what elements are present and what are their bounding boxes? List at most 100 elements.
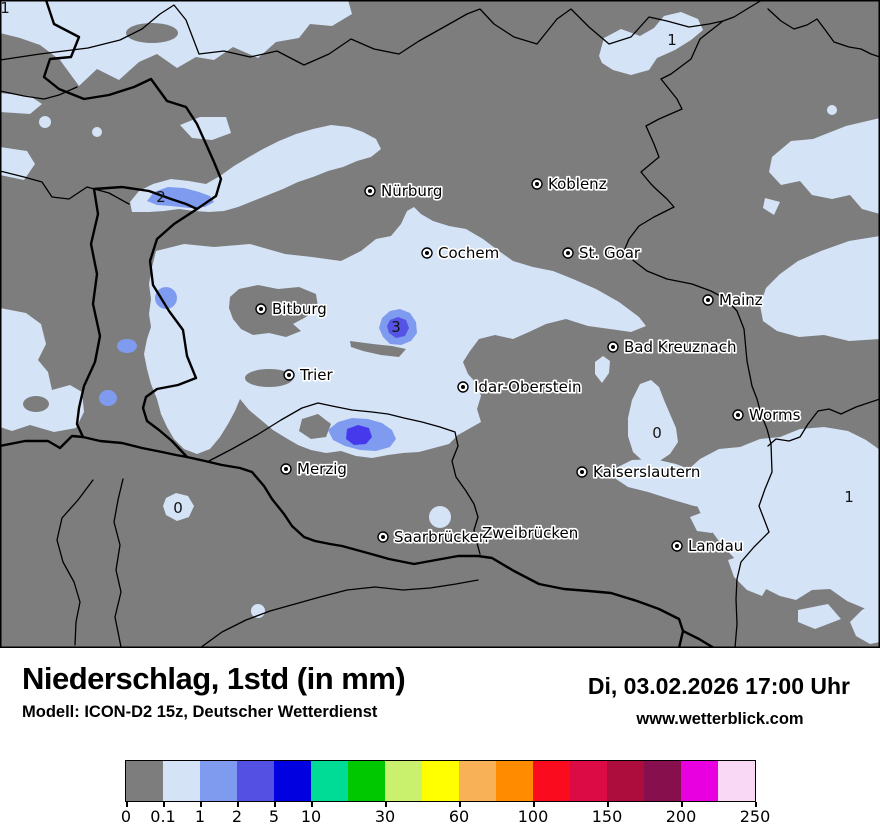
legend-tick-mark [681, 802, 683, 807]
legend-tick-label: 250 [739, 807, 771, 826]
city-marker: Landau [671, 536, 745, 557]
city-dot-inner [611, 345, 615, 349]
city-dot-inner [284, 467, 288, 471]
city-dot-inner [259, 307, 263, 311]
precip-strong-layer [346, 317, 409, 445]
model-subtitle: Modell: ICON-D2 15z, Deutscher Wetterdie… [22, 703, 378, 721]
legend-segment [126, 761, 163, 801]
legend-segment [274, 761, 311, 801]
legend-segment [681, 761, 718, 801]
legend-tick-label: 150 [591, 807, 623, 826]
city-dot-inner [461, 385, 465, 389]
city-dot-inner [425, 251, 429, 255]
city-dot-inner [535, 182, 539, 186]
legend-tick-label: 0.1 [150, 807, 176, 826]
legend-tick-label: 200 [665, 807, 697, 826]
city-marker: St. Goar [562, 243, 643, 264]
page-title: Niederschlag, 1std (in mm) [22, 661, 406, 696]
forecast-datetime: Di, 03.02.2026 17:00 Uhr [587, 673, 850, 699]
city-marker: Zweibrücken [480, 523, 579, 544]
city-label: Nürburg [381, 182, 442, 200]
legend-tick-label: 5 [268, 807, 280, 826]
legend-tick-mark [274, 802, 276, 807]
city-label: Landau [688, 537, 743, 555]
precip-value-labels: 1 1 2 3 0 0 1 [0, 0, 854, 517]
legend-tick-label: 100 [517, 807, 549, 826]
legend-tick-mark [385, 802, 387, 807]
city-label: Zweibrücken [482, 524, 578, 542]
precip-value-label: 3 [391, 318, 401, 336]
legend-segment [200, 761, 237, 801]
city-marker: Worms [732, 405, 802, 426]
city-markers: Nürburg Koblenz Cochem St. Goar Mainz Bitburg… [255, 174, 802, 557]
city-marker: Saarbrücken [377, 527, 490, 548]
legend-tick-label: 10 [300, 807, 322, 826]
legend-segment [644, 761, 681, 801]
map-dry-islands [23, 23, 406, 439]
legend-tick-mark [311, 802, 313, 807]
city-label: Mainz [719, 291, 763, 309]
precip-value-label: 1 [0, 0, 10, 17]
city-marker: Bitburg [255, 299, 328, 320]
city-marker: Koblenz [531, 174, 608, 195]
city-dot-inner [675, 544, 679, 548]
legend-segment [385, 761, 422, 801]
legend-tick-label: 1 [194, 807, 206, 826]
city-dot-inner [368, 189, 372, 193]
city-label: Idar-Oberstein [474, 378, 582, 396]
legend-tick-mark [200, 802, 202, 807]
city-marker: Idar-Oberstein [457, 377, 583, 398]
precip-value-label: 1 [667, 31, 677, 49]
city-label: Merzig [297, 460, 347, 478]
city-marker: Nürburg [364, 181, 444, 202]
legend-tick-mark [126, 802, 128, 807]
city-label: Worms [749, 406, 801, 424]
legend-tick-mark [755, 802, 757, 807]
legend-colorbar [125, 760, 756, 802]
precip-value-label: 2 [156, 188, 166, 206]
state-borders [0, 0, 880, 648]
city-marker: Bad Kreuznach [607, 337, 738, 358]
city-marker: Mainz [702, 290, 764, 311]
precip-value-label: 0 [652, 424, 662, 442]
legend-segment [163, 761, 200, 801]
city-dot-inner [566, 251, 570, 255]
city-label: Cochem [438, 244, 499, 262]
map-canvas: 1 1 2 3 0 0 1 Nürburg Koblenz Cochem St. Goar Main… [0, 0, 880, 648]
city-marker: Merzig [280, 459, 349, 480]
legend-tick-mark [459, 802, 461, 807]
legend-segment [348, 761, 385, 801]
city-label: Bitburg [272, 300, 327, 318]
city-dot-inner [706, 298, 710, 302]
city-dot-inner [580, 470, 584, 474]
city-label: Trier [299, 366, 334, 384]
legend-segment [311, 761, 348, 801]
legend-tick-label: 2 [231, 807, 243, 826]
legend-segment [533, 761, 570, 801]
country-borders [0, 0, 716, 648]
legend-segment [422, 761, 459, 801]
map-frame [0, 0, 880, 648]
city-dot-inner [287, 373, 291, 377]
city-dot-inner [381, 535, 385, 539]
city-marker: Trier [283, 365, 335, 386]
precip-value-label: 0 [173, 499, 183, 517]
legend-segment [496, 761, 533, 801]
footer-panel: Niederschlag, 1std (in mm) Modell: ICON-… [0, 648, 880, 830]
legend-segment [718, 761, 755, 801]
city-marker: Cochem [421, 243, 501, 264]
city-label: Kaiserslautern [593, 463, 700, 481]
legend-segment [459, 761, 496, 801]
legend-tick-mark [163, 802, 165, 807]
legend-segment [570, 761, 607, 801]
city-label: St. Goar [579, 244, 641, 262]
legend-tick-mark [533, 802, 535, 807]
precip-value-label: 1 [844, 488, 854, 506]
legend-tick-label: 60 [448, 807, 470, 826]
legend-segment [237, 761, 274, 801]
city-label: Bad Kreuznach [624, 338, 737, 356]
color-legend: 0 0.1 1 2 5 10 30 60 100 150 200 250 [121, 760, 770, 826]
city-label: Saarbrücken [394, 528, 488, 546]
legend-segment [607, 761, 644, 801]
